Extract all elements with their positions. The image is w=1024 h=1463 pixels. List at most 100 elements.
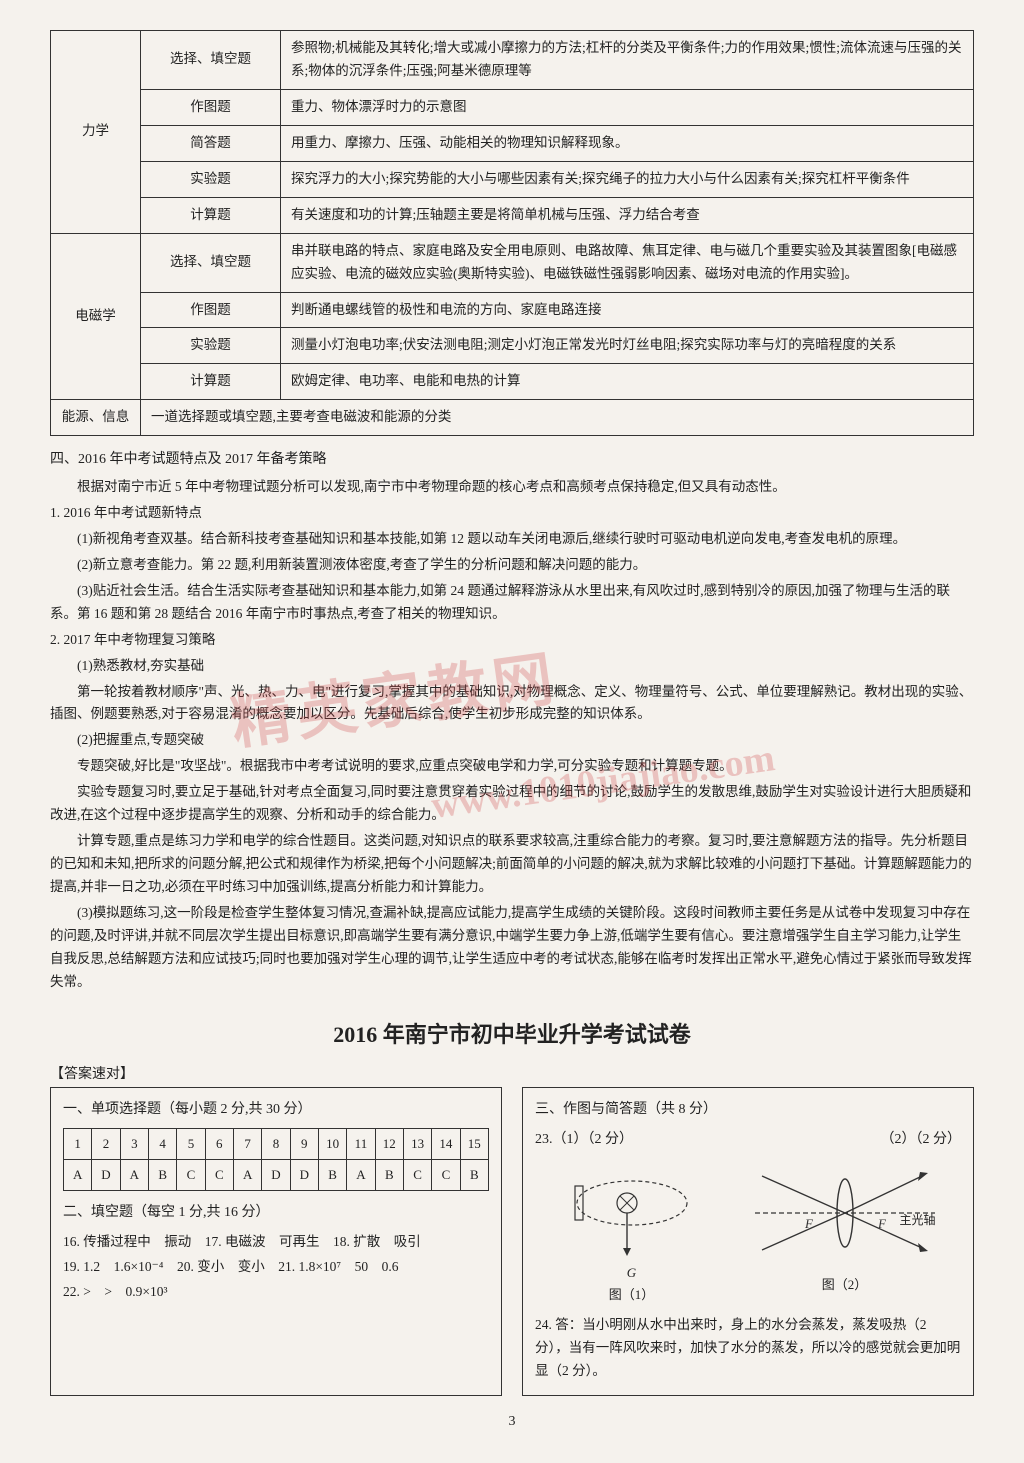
table-row: 作图题判断通电螺线管的极性和电流的方向、家庭电路连接 [51, 292, 974, 328]
mcq-table: 123456789101112131415 ADABCCADDBABCCB [63, 1128, 489, 1191]
mcq-number-cell: 5 [177, 1128, 205, 1159]
mcq-answer-cell: B [375, 1159, 403, 1190]
answers-left-panel: 一、单项选择题（每小题 2 分,共 30 分） 1234567891011121… [50, 1087, 502, 1396]
mcq-number-cell: 13 [403, 1128, 431, 1159]
content-cell: 参照物;机械能及其转化;增大或减小摩擦力的方法;杠杆的分类及平衡条件;力的作用效… [281, 31, 974, 90]
s2-p2h: (2)把握重点,专题突破 [50, 729, 974, 752]
fill-line-1: 16. 传播过程中 振动 17. 电磁波 可再生 18. 扩散 吸引 [63, 1231, 489, 1254]
s2-p3: (3)模拟题练习,这一阶段是检查学生整体复习情况,查漏补缺,提高应试能力,提高学… [50, 902, 974, 994]
mcq-number-cell: 3 [120, 1128, 148, 1159]
category-cell: 电磁学 [51, 233, 141, 400]
content-cell: 测量小灯泡电功率;伏安法测电阻;测定小灯泡正常发光时灯丝电阻;探究实际功率与灯的… [281, 328, 974, 364]
figure-1: G 图（1） [557, 1158, 707, 1306]
exam-title: 2016 年南宁市初中毕业升学考试试卷 [50, 1016, 974, 1053]
content-cell: 探究浮力的大小;探究势能的大小与哪些因素有关;探究绳子的拉力大小与什么因素有关;… [281, 161, 974, 197]
figure-2: F F 主光轴 图（2） [750, 1158, 940, 1306]
type-cell: 作图题 [141, 89, 281, 125]
content-cell: 一道选择题或填空题,主要考查电磁波和能源的分类 [141, 400, 974, 436]
mcq-number-cell: 4 [148, 1128, 176, 1159]
mcq-number-cell: 7 [233, 1128, 261, 1159]
answer-key-label: 【答案速对】 [50, 1063, 974, 1087]
fig2-axis-label: 主光轴 [898, 1210, 938, 1230]
fig1-caption: 图（1） [557, 1284, 707, 1306]
q23-2-label: （2）（2 分） [881, 1128, 962, 1152]
s1-p1: (1)新视角考查双基。结合新科技考查基础知识和基本技能,如第 12 题以动车关闭… [50, 528, 974, 551]
table-row: 简答题用重力、摩擦力、压强、动能相关的物理知识解释现象。 [51, 125, 974, 161]
type-cell: 选择、填空题 [141, 31, 281, 90]
s1-head: 1. 2016 年中考试题新特点 [50, 502, 974, 525]
intro-paragraph: 根据对南宁市近 5 年中考物理试题分析可以发现,南宁市中考物理命题的核心考点和高… [50, 476, 974, 499]
mcq-number-cell: 6 [205, 1128, 233, 1159]
type-cell: 简答题 [141, 125, 281, 161]
mcq-number-cell: 14 [432, 1128, 460, 1159]
s2-p1: 第一轮按着教材顺序"声、光、热、力、电"进行复习,掌握其中的基础知识,对物理概念… [50, 681, 974, 727]
mcq-number-cell: 1 [64, 1128, 92, 1159]
s2-head: 2. 2017 年中考物理复习策略 [50, 629, 974, 652]
fig1-g-label: G [557, 1262, 707, 1284]
svg-text:F: F [877, 1216, 887, 1231]
content-cell: 欧姆定律、电功率、电能和电热的计算 [281, 364, 974, 400]
s1-p2: (2)新立意考查能力。第 22 题,利用新装置测液体密度,考查了学生的分析问题和… [50, 554, 974, 577]
table-row: 作图题重力、物体漂浮时力的示意图 [51, 89, 974, 125]
content-cell: 重力、物体漂浮时力的示意图 [281, 89, 974, 125]
page-number: 3 [50, 1410, 974, 1434]
mcq-answer-cell: A [233, 1159, 261, 1190]
mcq-answer-cell: C [177, 1159, 205, 1190]
q23-1-label: 23.（1）（2 分） [535, 1128, 633, 1152]
table-row: 计算题有关速度和功的计算;压轴题主要是将简单机械与压强、浮力结合考查 [51, 197, 974, 233]
fill-title: 二、填空题（每空 1 分,共 16 分） [63, 1201, 489, 1225]
type-cell: 计算题 [141, 197, 281, 233]
topic-table: 力学选择、填空题参照物;机械能及其转化;增大或减小摩擦力的方法;杠杆的分类及平衡… [50, 30, 974, 436]
fig2-caption: 图（2） [750, 1274, 940, 1296]
mcq-answer-cell: D [290, 1159, 318, 1190]
s2-p1h: (1)熟悉教材,夯实基础 [50, 655, 974, 678]
table-row: 力学选择、填空题参照物;机械能及其转化;增大或减小摩擦力的方法;杠杆的分类及平衡… [51, 31, 974, 90]
mcq-answer-cell: B [148, 1159, 176, 1190]
mcq-answer-cell: A [64, 1159, 92, 1190]
mcq-answer-cell: B [318, 1159, 346, 1190]
mcq-number-cell: 2 [92, 1128, 120, 1159]
type-cell: 计算题 [141, 364, 281, 400]
s2-p2a: 专题突破,好比是"攻坚战"。根据我市中考考试说明的要求,应重点突破电学和力学,可… [50, 755, 974, 778]
content-cell: 有关速度和功的计算;压轴题主要是将简单机械与压强、浮力结合考查 [281, 197, 974, 233]
mcq-answer-cell: C [403, 1159, 431, 1190]
fill-line-2: 19. 1.2 1.6×10⁻⁴ 20. 变小 变小 21. 1.8×10⁷ 5… [63, 1256, 489, 1279]
mcq-number-cell: 8 [262, 1128, 290, 1159]
type-cell: 选择、填空题 [141, 233, 281, 292]
table-row: 实验题测量小灯泡电功率;伏安法测电阻;测定小灯泡正常发光时灯丝电阻;探究实际功率… [51, 328, 974, 364]
mcq-answer-cell: D [262, 1159, 290, 1190]
mcq-title: 一、单项选择题（每小题 2 分,共 30 分） [63, 1098, 489, 1122]
mcq-answer-cell: D [92, 1159, 120, 1190]
table-row: 计算题欧姆定律、电功率、电能和电热的计算 [51, 364, 974, 400]
table-row: 实验题探究浮力的大小;探究势能的大小与哪些因素有关;探究绳子的拉力大小与什么因素… [51, 161, 974, 197]
type-cell: 实验题 [141, 328, 281, 364]
section-four-title: 四、2016 年中考试题特点及 2017 年备考策略 [50, 448, 974, 472]
s2-p2c: 计算专题,重点是练习力学和电学的综合性题目。这类问题,对知识点的联系要求较高,注… [50, 830, 974, 899]
type-cell: 实验题 [141, 161, 281, 197]
category-cell: 能源、信息 [51, 400, 141, 436]
table-row: 能源、信息一道选择题或填空题,主要考查电磁波和能源的分类 [51, 400, 974, 436]
mcq-number-cell: 12 [375, 1128, 403, 1159]
content-cell: 串并联电路的特点、家庭电路及安全用电原则、电路故障、焦耳定律、电与磁几个重要实验… [281, 233, 974, 292]
mcq-answer-cell: A [347, 1159, 375, 1190]
content-cell: 判断通电螺线管的极性和电流的方向、家庭电路连接 [281, 292, 974, 328]
s2-p2b: 实验专题复习时,要立足于基础,针对考点全面复习,同时要注意贯穿着实验过程中的细节… [50, 781, 974, 827]
mcq-number-cell: 9 [290, 1128, 318, 1159]
mcq-number-cell: 15 [460, 1128, 488, 1159]
fill-line-3: 22. > > 0.9×10³ [63, 1281, 489, 1304]
table-row: 电磁学选择、填空题串并联电路的特点、家庭电路及安全用电原则、电路故障、焦耳定律、… [51, 233, 974, 292]
category-cell: 力学 [51, 31, 141, 234]
mcq-answer-cell: C [432, 1159, 460, 1190]
q24-answer: 24. 答：当小明刚从水中出来时，身上的水分会蒸发，蒸发吸热（2 分），当有一阵… [535, 1314, 961, 1383]
part3-title: 三、作图与简答题（共 8 分） [535, 1098, 961, 1122]
type-cell: 作图题 [141, 292, 281, 328]
svg-text:F: F [804, 1216, 814, 1231]
mcq-number-cell: 10 [318, 1128, 346, 1159]
content-cell: 用重力、摩擦力、压强、动能相关的物理知识解释现象。 [281, 125, 974, 161]
mcq-answer-cell: C [205, 1159, 233, 1190]
mcq-number-cell: 11 [347, 1128, 375, 1159]
answers-right-panel: 三、作图与简答题（共 8 分） 23.（1）（2 分） （2）（2 分） G 图… [522, 1087, 974, 1396]
mcq-answer-cell: A [120, 1159, 148, 1190]
mcq-answer-cell: B [460, 1159, 488, 1190]
s1-p3: (3)贴近社会生活。结合生活实际考查基础知识和基本能力,如第 24 题通过解释游… [50, 580, 974, 626]
